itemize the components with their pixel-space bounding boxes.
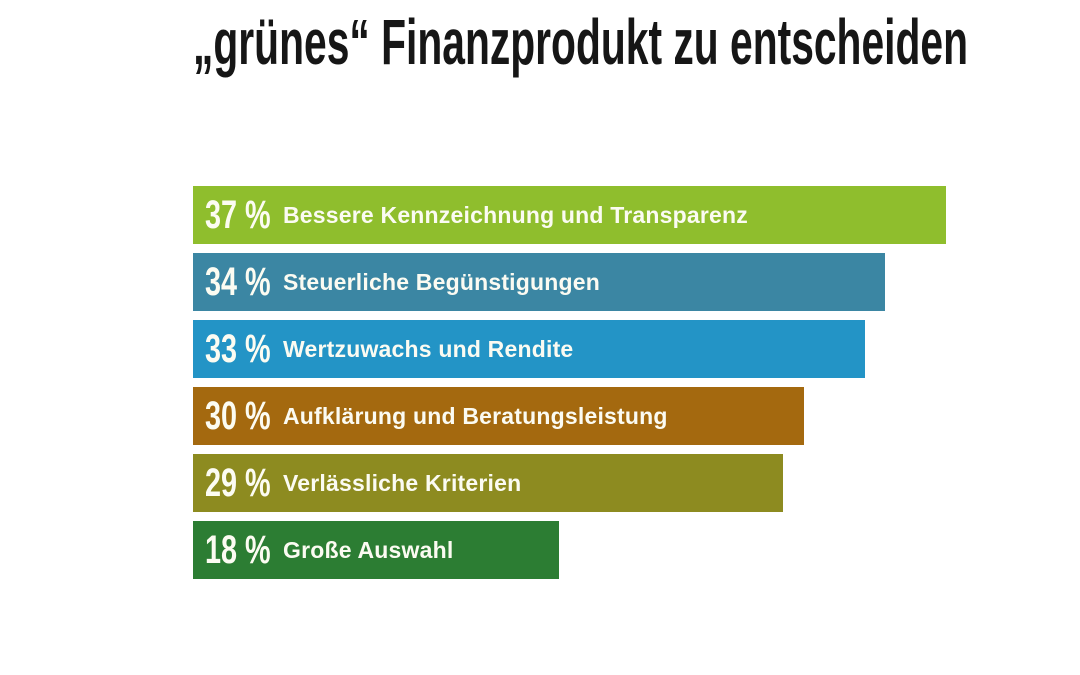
bar-category-label: Große Auswahl	[283, 536, 454, 563]
bar-value-label: 30 %	[205, 394, 271, 438]
bar-value-box: 33 %	[205, 329, 283, 369]
bar-row-verlaessliche-kriterien: 29 % Verlässliche Kriterien	[193, 454, 783, 512]
bar-row-grosse-auswahl: 18 % Große Auswahl	[193, 521, 559, 579]
bar-row-aufklaerung-beratungsleistung: 30 % Aufklärung und Beratungsleistung	[193, 387, 804, 445]
bar-value-box: 18 %	[205, 530, 283, 570]
bar-value-label: 34 %	[205, 260, 271, 304]
bar-value-label: 37 %	[205, 193, 271, 237]
bar-value-label: 33 %	[205, 327, 271, 371]
bar-row-wertzuwachs-rendite: 33 % Wertzuwachs und Rendite	[193, 320, 865, 378]
bar-category-label: Bessere Kennzeichnung und Transparenz	[283, 201, 748, 228]
chart-title-container: „grünes“ Finanzprodukt zu entscheiden	[193, 6, 968, 78]
bar-value-label: 29 %	[205, 461, 271, 505]
bar-category-label: Steuerliche Begünstigungen	[283, 268, 601, 295]
bar-category-label: Aufklärung und Beratungsleistung	[283, 402, 668, 429]
bar-value-box: 34 %	[205, 262, 283, 302]
bar-row-bessere-kennzeichnung: 37 % Bessere Kennzeichnung und Transpare…	[193, 186, 946, 244]
chart-title: „grünes“ Finanzprodukt zu entscheiden	[193, 6, 968, 78]
bar-row-steuerliche-beguenstigungen: 34 % Steuerliche Begünstigungen	[193, 253, 885, 311]
bar-value-box: 30 %	[205, 396, 283, 436]
bar-value-box: 29 %	[205, 463, 283, 503]
bar-value-box: 37 %	[205, 195, 283, 235]
bar-group: 37 % Bessere Kennzeichnung und Transpare…	[193, 186, 946, 579]
bar-category-label: Verlässliche Kriterien	[283, 469, 522, 496]
bar-value-label: 18 %	[205, 528, 271, 572]
bar-category-label: Wertzuwachs und Rendite	[283, 335, 574, 362]
